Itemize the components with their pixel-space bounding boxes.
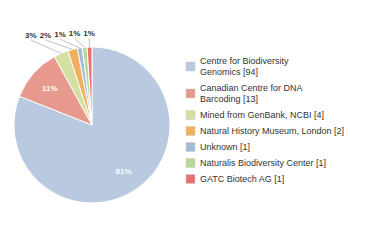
data-label: 2% (40, 31, 52, 40)
legend-label: Canadian Centre for DNABarcoding [13] (200, 83, 303, 104)
legend-label: GATC Biotech AG [1] (200, 174, 284, 184)
legend-label: Mined from GenBank, NCBI [4] (200, 110, 324, 120)
leader-line (31, 40, 61, 53)
legend-swatch (186, 62, 195, 71)
leader-line (60, 39, 80, 48)
data-labels: 81%11%3%2%1%1%1% (25, 29, 131, 176)
legend-item: GATC Biotech AG [1] (186, 174, 284, 184)
slice (82, 47, 92, 125)
legend-label: Unknown [1] (200, 142, 250, 152)
legend-swatch (186, 89, 195, 98)
data-label: 81% (116, 167, 132, 176)
slice (87, 47, 92, 125)
data-label: 1% (83, 29, 95, 38)
legend-item: Canadian Centre for DNABarcoding [13] (186, 83, 303, 104)
chart: 81%11%3%2%1%1%1%Centre for BiodiversityG… (0, 0, 380, 240)
data-label: 1% (69, 29, 81, 38)
slice (14, 47, 170, 203)
pie (14, 47, 170, 203)
legend-label: Centre for BiodiversityGenomics [94] (200, 56, 289, 77)
leader-line (89, 38, 90, 47)
legend-swatch (186, 143, 195, 152)
slice (77, 48, 92, 125)
data-label: 1% (54, 30, 66, 39)
legend-item: Unknown [1] (186, 142, 250, 152)
legend-swatch (186, 111, 195, 120)
legend-item: Centre for BiodiversityGenomics [94] (186, 56, 289, 77)
legend-label: Naturalis Biodiversity Center [1] (200, 158, 326, 168)
legend-swatch (186, 175, 195, 184)
data-label: 3% (25, 31, 37, 40)
legend-item: Naturalis Biodiversity Center [1] (186, 158, 326, 168)
data-label: 11% (42, 84, 58, 93)
legend-swatch (186, 159, 195, 168)
legend-item: Natural History Museum, London [2] (186, 126, 344, 136)
legend-swatch (186, 127, 195, 136)
legend-item: Mined from GenBank, NCBI [4] (186, 110, 324, 120)
legend: Centre for BiodiversityGenomics [94] Cana… (186, 56, 344, 184)
legend-label: Natural History Museum, London [2] (200, 126, 344, 136)
